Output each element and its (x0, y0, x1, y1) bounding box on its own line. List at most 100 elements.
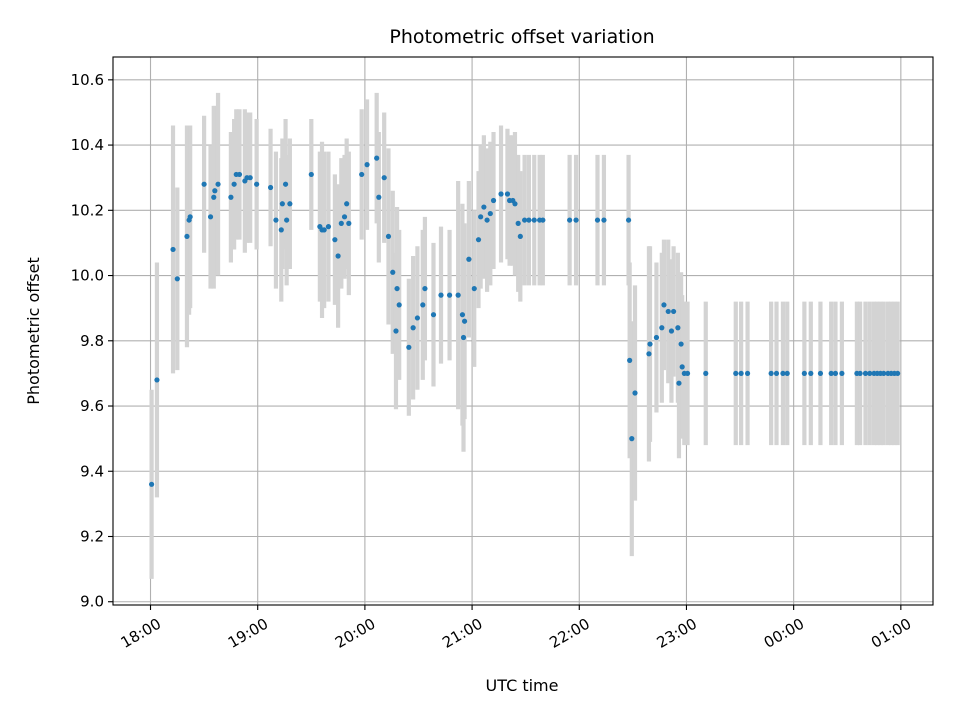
data-point (675, 325, 681, 331)
data-point (801, 370, 807, 377)
data-point (247, 175, 253, 181)
data-point (359, 171, 365, 178)
data-point (267, 184, 274, 191)
y-tick-label: 9.6 (80, 397, 104, 415)
data-point (659, 325, 665, 331)
data-point (784, 370, 790, 377)
data-point (531, 217, 537, 223)
data-point (512, 201, 518, 207)
data-point (461, 318, 468, 324)
data-point (625, 217, 632, 223)
data-point (498, 191, 504, 197)
data-point (414, 315, 421, 321)
data-points (148, 155, 901, 487)
data-point (668, 328, 675, 334)
data-point (653, 334, 660, 341)
y-tick-label: 10.4 (71, 136, 104, 154)
data-point (278, 227, 284, 233)
data-point (665, 308, 671, 315)
data-point (335, 253, 341, 259)
data-point (410, 325, 416, 331)
data-point (481, 204, 487, 210)
data-point (475, 237, 482, 243)
data-point (393, 328, 399, 334)
data-point (744, 370, 751, 377)
data-point (406, 344, 412, 350)
data-point (174, 276, 180, 282)
data-point (573, 217, 579, 223)
data-point (646, 351, 652, 357)
data-point (629, 436, 635, 442)
data-point (446, 292, 453, 298)
data-point (738, 370, 744, 377)
data-point (817, 370, 824, 377)
data-point (895, 370, 901, 377)
data-point (867, 370, 873, 377)
data-point (676, 380, 682, 386)
data-point (231, 181, 237, 187)
data-point (839, 370, 845, 377)
data-point (212, 188, 218, 194)
data-point (376, 194, 382, 200)
data-point (526, 217, 532, 223)
data-point (154, 377, 160, 383)
data-point (632, 390, 638, 396)
y-tick-label: 10.2 (71, 201, 104, 219)
y-tick-label: 9.8 (80, 332, 104, 350)
data-point (455, 292, 461, 298)
data-point (273, 217, 279, 223)
data-point (396, 302, 402, 308)
data-point (381, 175, 387, 181)
data-point (484, 217, 490, 223)
data-point (478, 214, 484, 220)
data-point (201, 181, 207, 187)
data-point (211, 194, 217, 200)
data-point (567, 217, 573, 223)
y-axis-ticks: 9.0 9.2 9.4 9.6 9.8 10.0 10.2 10.4 10.6 (71, 71, 113, 611)
data-point (671, 308, 677, 315)
data-point (394, 285, 400, 292)
data-point (374, 155, 380, 161)
data-point (773, 370, 780, 377)
data-point (647, 341, 653, 347)
data-point (684, 370, 691, 377)
data-point (184, 233, 190, 240)
data-point (627, 357, 633, 363)
data-point (254, 181, 260, 187)
data-point (466, 256, 472, 262)
data-point (857, 370, 863, 377)
data-point (678, 341, 684, 347)
y-tick-label: 9.0 (80, 593, 104, 611)
data-point (832, 370, 839, 377)
data-point (460, 334, 467, 341)
data-point (862, 370, 869, 377)
data-point (504, 191, 511, 197)
data-point (287, 201, 293, 207)
chart-title: Photometric offset variation (389, 26, 654, 48)
data-point (228, 194, 234, 200)
data-point (308, 171, 314, 178)
data-point (420, 302, 426, 308)
data-point (828, 370, 834, 377)
y-axis-label: Photometric offset (24, 257, 43, 405)
data-point (594, 217, 601, 223)
data-point (522, 217, 528, 223)
data-point (733, 370, 739, 377)
data-point (881, 370, 887, 377)
data-point (284, 217, 290, 223)
data-point (540, 217, 546, 223)
data-point (703, 370, 709, 377)
plot-frame (112, 56, 934, 606)
data-point (768, 370, 774, 377)
data-point (601, 217, 607, 223)
data-point (321, 227, 327, 233)
y-tick-label: 10.6 (71, 71, 104, 89)
data-point (490, 197, 497, 204)
data-point (422, 285, 428, 292)
data-point (385, 233, 392, 240)
y-tick-label: 10.0 (71, 267, 104, 285)
data-point (515, 220, 521, 226)
data-point (341, 214, 348, 220)
